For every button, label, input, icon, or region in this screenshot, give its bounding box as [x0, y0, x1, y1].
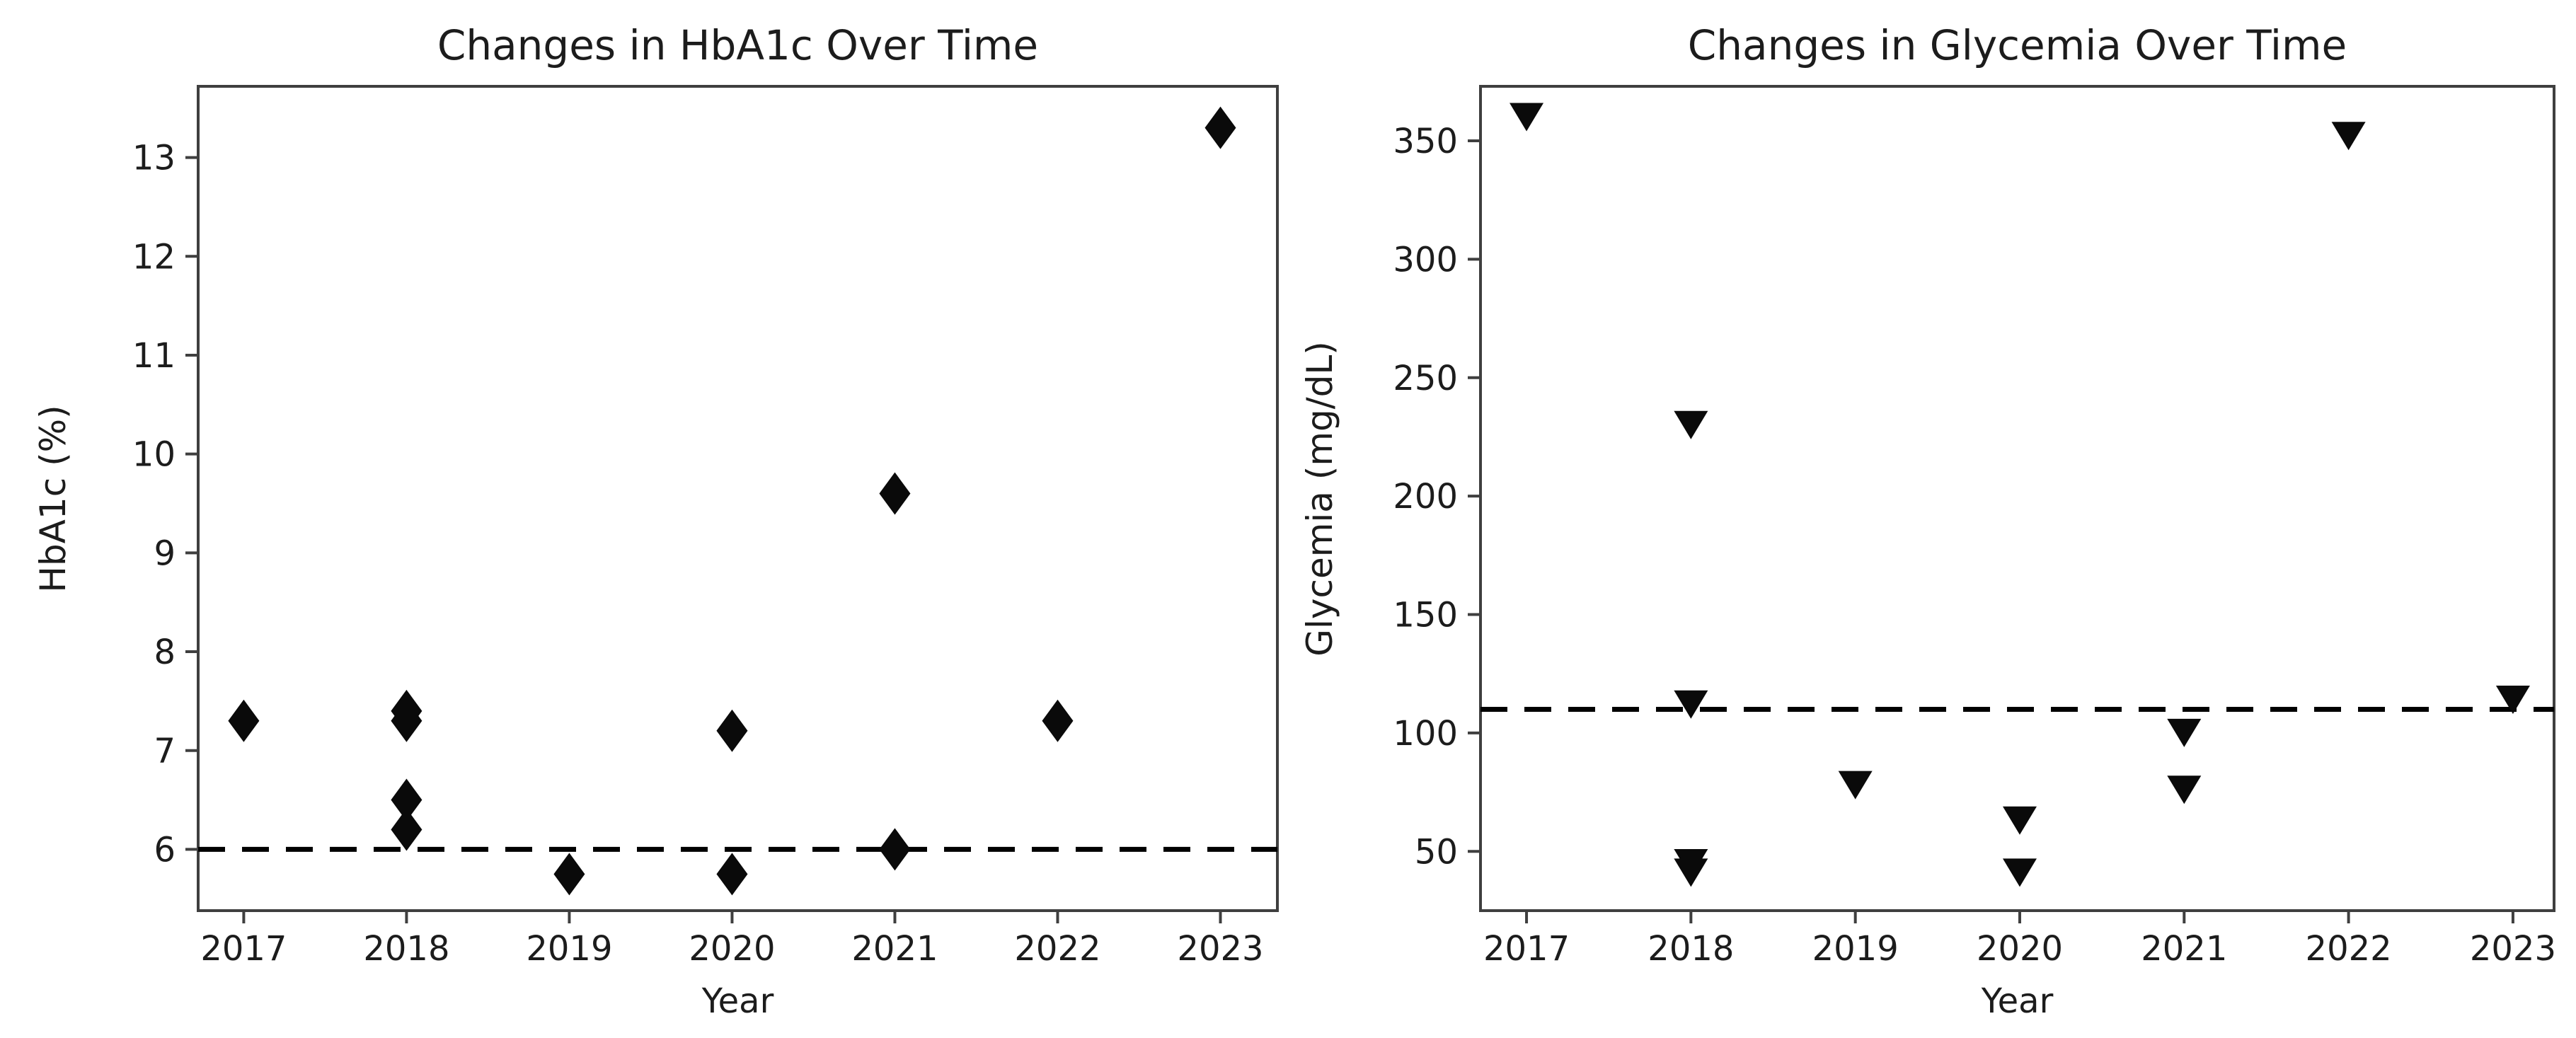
diamond-marker — [391, 808, 422, 851]
y-axis-label-glycemia: Glycemia (mg/dL) — [1299, 341, 1340, 657]
y-tick-label: 11 — [132, 336, 176, 376]
diamond-marker — [228, 699, 260, 742]
x-axis-label-year-left: Year — [701, 981, 774, 1021]
x-tick-label: 2018 — [363, 929, 449, 969]
x-tick-label: 2020 — [1977, 929, 2063, 969]
diamond-marker — [716, 709, 748, 752]
x-tick-label: 2020 — [689, 929, 775, 969]
hba1c-chart: 2017 2018 2019 2020 2021 2022 2023 6 7 8 9 10 11 12 13… — [33, 21, 1279, 1021]
diamond-marker — [716, 853, 748, 896]
y-tick-label: 10 — [132, 435, 176, 475]
y-tick-label: 300 — [1393, 240, 1458, 279]
triangle-down-marker — [1838, 771, 1873, 800]
glycemia-plot-area: 2017 2018 2019 2020 2021 2022 2023 50 100 150 200 2… — [1393, 85, 2556, 969]
x-tick-label: 2017 — [1483, 929, 1570, 969]
y-tick-label: 150 — [1393, 596, 1458, 635]
y-tick-label: 12 — [132, 237, 176, 277]
triangle-down-marker — [2167, 775, 2202, 805]
triangle-down-marker — [1674, 410, 1708, 439]
y-tick-label: 13 — [132, 139, 176, 178]
diamond-marker — [1042, 699, 1074, 742]
y-tick-label: 8 — [154, 633, 176, 672]
triangle-down-marker — [2002, 858, 2037, 887]
y-axis-label-hba1c: HbA1c (%) — [33, 405, 74, 593]
triangle-down-marker — [2331, 122, 2366, 151]
diamond-marker — [1204, 106, 1236, 149]
x-tick-label: 2022 — [2306, 929, 2392, 969]
y-tick-label: 250 — [1393, 359, 1458, 398]
triangle-down-marker — [2002, 806, 2037, 835]
glycemia-chart: 2017 2018 2019 2020 2021 2022 2023 50 100 150 200 2… — [1288, 0, 2576, 1038]
hba1c-plot-area: 2017 2018 2019 2020 2021 2022 2023 6 7 8 9 10 11 12 13 — [132, 85, 1279, 969]
triangle-down-marker — [1674, 690, 1708, 719]
x-tick-label: 2017 — [200, 929, 287, 969]
diamond-marker — [391, 699, 422, 742]
y-tick-label: 100 — [1393, 714, 1458, 754]
y-tick-label: 200 — [1393, 477, 1458, 517]
diamond-marker — [391, 778, 422, 821]
x-tick-label: 2023 — [2470, 929, 2556, 969]
y-tick-label: 350 — [1393, 122, 1458, 161]
x-tick-label: 2021 — [851, 929, 938, 969]
triangle-down-marker — [2167, 718, 2202, 747]
y-tick-label: 6 — [154, 830, 176, 870]
y-tick-label: 50 — [1415, 832, 1458, 872]
triangle-down-marker — [2495, 686, 2530, 715]
x-axis-label-year-right: Year — [1981, 981, 2054, 1021]
x-tick-label: 2023 — [1177, 929, 1263, 969]
triangle-down-marker — [1674, 858, 1708, 887]
triangle-down-marker — [1510, 103, 1544, 132]
x-tick-label: 2022 — [1014, 929, 1100, 969]
chart-title-hba1c: Changes in HbA1c Over Time — [437, 21, 1039, 69]
diamond-marker — [553, 853, 585, 896]
plot-spines — [197, 85, 1279, 912]
x-tick-label: 2018 — [1648, 929, 1734, 969]
y-tick-label: 9 — [154, 534, 176, 573]
diamond-marker — [879, 828, 911, 871]
x-tick-label: 2021 — [2141, 929, 2227, 969]
chart-title-glycemia: Changes in Glycemia Over Time — [1687, 21, 2347, 69]
x-tick-label: 2019 — [526, 929, 612, 969]
x-tick-label: 2019 — [1812, 929, 1899, 969]
y-tick-label: 7 — [154, 732, 176, 771]
diamond-marker — [879, 472, 911, 515]
plot-spines — [1479, 85, 2555, 912]
